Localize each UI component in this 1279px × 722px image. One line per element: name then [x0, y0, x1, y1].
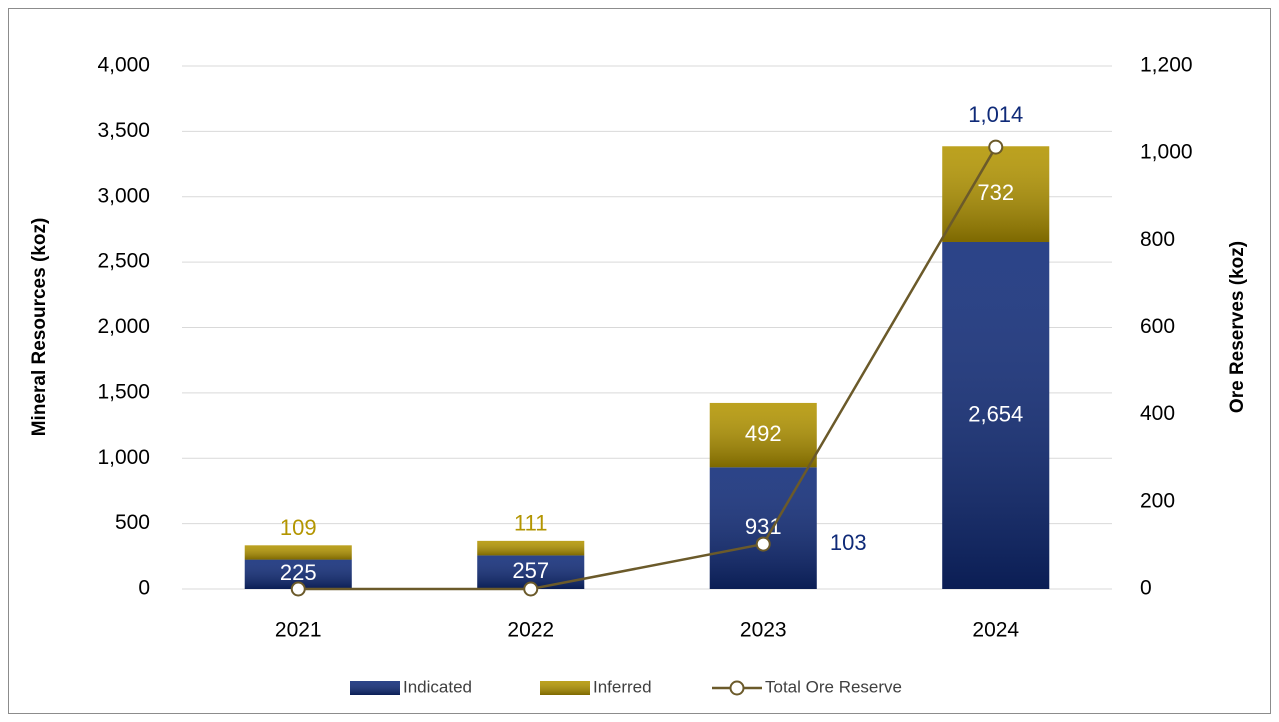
- x-tick-label: 2024: [972, 619, 1019, 642]
- legend-label: Inferred: [593, 677, 652, 696]
- data-label: 732: [977, 180, 1014, 205]
- y-tick-label: 2,000: [97, 315, 150, 338]
- y-axis-title: Mineral Resources (koz): [29, 218, 50, 437]
- legend-marker: [729, 680, 745, 696]
- y-tick-label: 500: [115, 511, 150, 534]
- y2-tick-label: 400: [1140, 402, 1175, 425]
- data-label: 257: [512, 558, 549, 583]
- data-label: 2,654: [968, 401, 1023, 426]
- line-marker: [290, 581, 306, 597]
- y2-tick-label: 0: [1140, 577, 1152, 600]
- line-marker: [523, 581, 539, 597]
- y-tick-label: 1,000: [97, 446, 150, 469]
- x-tick-label: 2023: [740, 619, 787, 642]
- y2-tick-label: 600: [1140, 315, 1175, 338]
- y2-tick-label: 1,200: [1140, 54, 1193, 77]
- bar-shade: [709, 467, 817, 589]
- line-marker: [755, 536, 771, 552]
- y2-axis-title: Ore Reserves (koz): [1227, 241, 1248, 413]
- legend-swatch-shade: [540, 681, 590, 695]
- bar-shade: [244, 545, 352, 560]
- y2-tick-label: 800: [1140, 228, 1175, 251]
- bar-shade: [709, 402, 817, 468]
- y-tick-label: 2,500: [97, 250, 150, 273]
- data-label: 225: [280, 560, 317, 585]
- data-label: 111: [514, 511, 547, 536]
- line-marker: [988, 139, 1004, 155]
- bar-shade: [942, 241, 1050, 589]
- bar-shade: [942, 146, 1050, 242]
- legend-swatch-shade: [350, 681, 400, 695]
- data-label: 109: [280, 515, 317, 540]
- x-tick-label: 2021: [275, 619, 322, 642]
- bar-shade: [477, 540, 585, 556]
- y2-tick-label: 1,000: [1140, 141, 1193, 164]
- data-label: 492: [745, 421, 782, 446]
- line: [298, 146, 997, 591]
- legend-label: Indicated: [403, 677, 472, 696]
- x-tick-label: 2022: [507, 619, 554, 642]
- y-tick-label: 4,000: [97, 54, 150, 77]
- chart-frame: [8, 8, 1271, 714]
- data-label: 931: [745, 514, 782, 539]
- y-tick-label: 0: [138, 577, 150, 600]
- data-label: 103: [830, 530, 867, 555]
- data-label: 1,014: [968, 102, 1023, 127]
- y-tick-label: 3,500: [97, 119, 150, 142]
- y-tick-label: 3,000: [97, 184, 150, 207]
- y2-tick-label: 200: [1140, 489, 1175, 512]
- y-tick-label: 1,500: [97, 380, 150, 403]
- legend-label: Total Ore Reserve: [765, 677, 902, 696]
